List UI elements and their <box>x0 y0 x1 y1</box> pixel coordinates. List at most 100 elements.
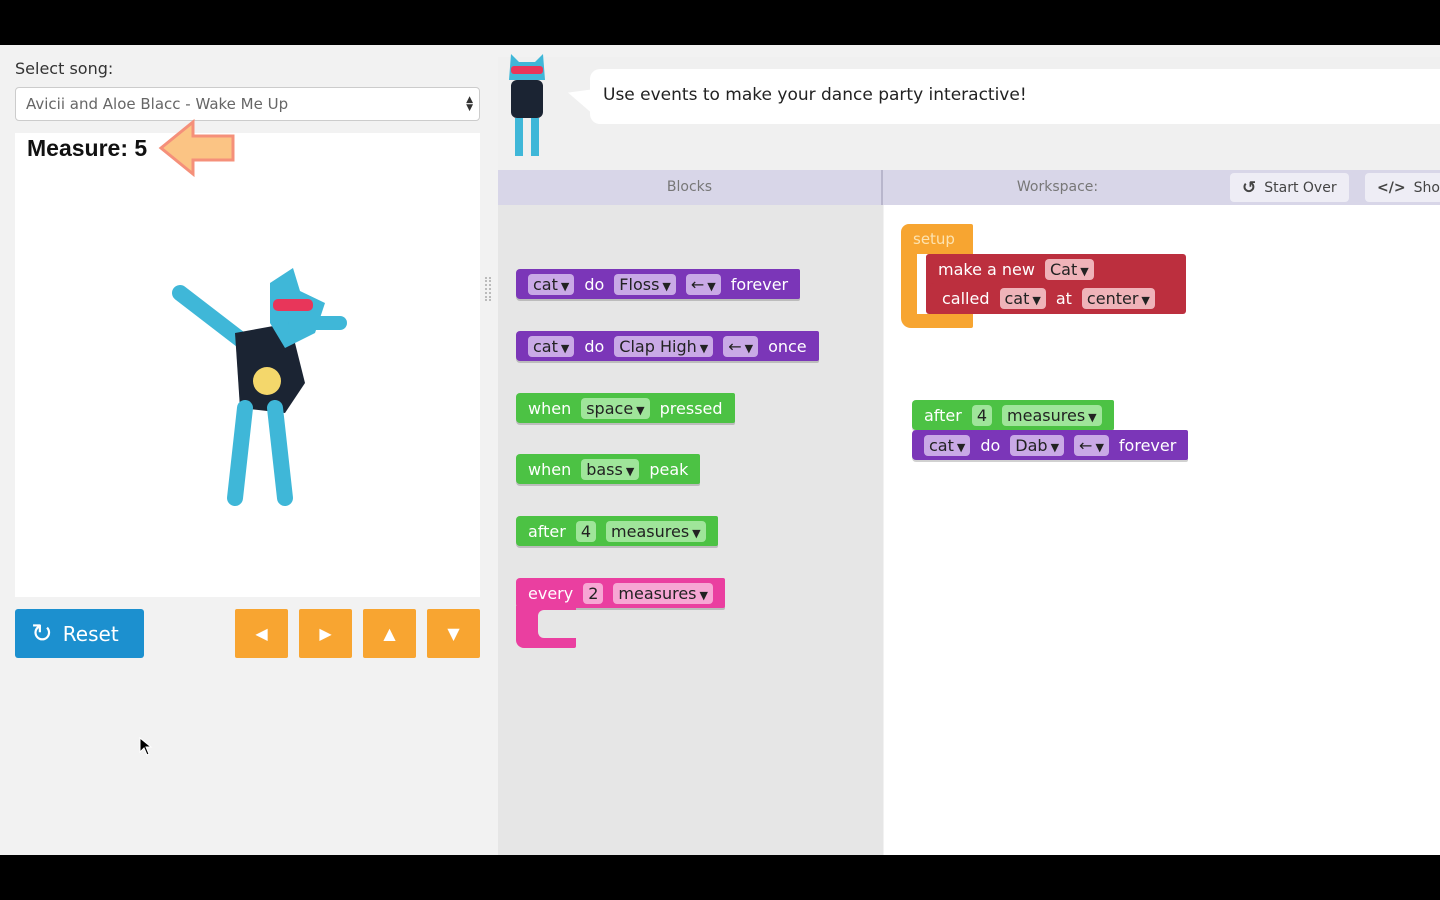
block-text: do <box>980 435 1001 455</box>
dropdown-arrow-icon: ▼ <box>692 526 701 540</box>
dropdown-field[interactable]: space ▼ <box>581 397 650 419</box>
show-code-label: Show <box>1413 179 1440 196</box>
dropdown-field[interactable]: ← ▼ <box>723 335 759 357</box>
number-field[interactable]: 4 <box>575 520 597 542</box>
dropdown-arrow-icon: ▼ <box>560 279 570 293</box>
dropdown-arrow-icon: ▼ <box>699 341 709 355</box>
dropdown-arrow-icon: ▼ <box>560 341 570 355</box>
mouse-cursor-icon <box>139 737 153 756</box>
dropdown-field[interactable]: measures ▼ <box>606 520 706 542</box>
toolbox-block[interactable]: cat ▼ do Floss ▼ ← ▼ forever <box>516 269 801 299</box>
start-over-label: Start Over <box>1264 179 1337 196</box>
measure-counter: Measure: 5 <box>27 135 148 161</box>
song-select-value: Avicii and Aloe Blacc - Wake Me Up <box>26 95 289 113</box>
block-text: at <box>1055 288 1072 308</box>
block-text: when <box>528 398 572 418</box>
dropdown-field[interactable]: Cat ▼ <box>1044 258 1094 280</box>
reset-icon: ↻ <box>31 618 53 649</box>
dropdown-field[interactable]: ← ▼ <box>685 273 721 295</box>
dropdown-arrow-icon: ▼ <box>636 403 645 417</box>
dropdown-arrow-icon: ▼ <box>1080 264 1089 278</box>
dropdown-field[interactable]: center ▼ <box>1081 287 1155 309</box>
toolbox-block[interactable]: when space ▼ pressed <box>516 393 735 423</box>
block-text: make a new <box>938 259 1035 279</box>
block-text: do <box>584 274 605 294</box>
make-new-sprite-block[interactable]: make a new Cat ▼ called cat ▼ at center ▼ <box>926 254 1186 314</box>
undo-icon: ↺ <box>1242 177 1257 198</box>
dropdown-arrow-icon: ▼ <box>625 464 635 478</box>
song-select[interactable]: Avicii and Aloe Blacc - Wake Me Up ▲ ▼ <box>15 87 480 121</box>
dropdown-field[interactable]: Clap High ▼ <box>614 335 714 357</box>
select-arrows-icon: ▲ ▼ <box>466 95 473 113</box>
block-text: after <box>528 521 566 541</box>
dropdown-arrow-icon: ▼ <box>1088 410 1097 424</box>
right-arrow-button[interactable]: ▶ <box>299 609 352 658</box>
reset-button[interactable]: ↻ Reset <box>15 609 144 658</box>
left-arrow-icon: ◀ <box>255 624 268 643</box>
dropdown-field[interactable]: cat ▼ <box>924 434 971 456</box>
up-arrow-icon: ▲ <box>383 624 396 643</box>
start-over-button[interactable]: ↺ Start Over <box>1230 173 1349 202</box>
code-icon: </> <box>1377 179 1406 196</box>
down-arrow-icon: ▼ <box>447 624 460 643</box>
workspace-header: Workspace: <box>1016 179 1099 195</box>
number-field[interactable]: 2 <box>583 582 604 604</box>
dropdown-field[interactable]: measures ▼ <box>1002 404 1102 426</box>
block-text: called <box>942 288 990 308</box>
block-text: peak <box>649 459 689 479</box>
dropdown-field[interactable]: cat ▼ <box>528 273 575 295</box>
dropdown-field[interactable]: ← ▼ <box>1074 434 1109 456</box>
cat-character-avatar <box>509 54 545 156</box>
down-arrow-button[interactable]: ▼ <box>427 609 480 658</box>
after-measures-block[interactable]: after 4 measures ▼ <box>912 400 1114 430</box>
up-arrow-button[interactable]: ▲ <box>363 609 416 658</box>
editor-header: Blocks Workspace: ↺ Start Over </> Show <box>498 170 1440 205</box>
toolbox-block[interactable]: after 4 measures ▼ <box>516 516 718 546</box>
dropdown-field[interactable]: bass ▼ <box>581 458 640 480</box>
dropdown-arrow-icon: ▼ <box>1032 293 1041 307</box>
blocks-toolbox: cat ▼ do Floss ▼ ← ▼ forever cat ▼ do Clap High ▼ ← ▼ o… <box>498 205 883 855</box>
dropdown-arrow-icon: ▼ <box>662 279 671 293</box>
block-text: every <box>528 583 574 603</box>
dropdown-field[interactable]: cat ▼ <box>528 335 575 357</box>
number-field[interactable]: 4 <box>971 404 993 426</box>
reset-label: Reset <box>62 621 119 646</box>
dropdown-arrow-icon: ▼ <box>1095 440 1104 454</box>
toolbox-block[interactable]: every 2 measures ▼ <box>516 578 725 608</box>
dropdown-arrow-icon: ▼ <box>707 279 716 293</box>
block-text: pressed <box>659 398 723 418</box>
dropdown-field[interactable]: Dab ▼ <box>1010 434 1065 456</box>
block-text: forever <box>1118 435 1177 455</box>
dropdown-arrow-icon: ▼ <box>956 440 966 454</box>
block-text: after <box>924 405 962 425</box>
toolbox-block[interactable]: when bass ▼ peak <box>516 454 701 484</box>
left-arrow-button[interactable]: ◀ <box>235 609 288 658</box>
dropdown-arrow-icon: ▼ <box>699 588 708 602</box>
instructions-bubble: Use events to make your dance party inte… <box>590 69 1440 124</box>
dance-stage: Measure: 5 <box>15 118 480 597</box>
dropdown-arrow-icon: ▼ <box>1141 293 1150 307</box>
block-text: when <box>528 459 572 479</box>
show-code-button[interactable]: </> Show <box>1365 173 1440 202</box>
song-label: Select song: <box>15 59 114 78</box>
blocks-header: Blocks <box>498 170 883 205</box>
dropdown-arrow-icon: ▼ <box>1050 440 1060 454</box>
toolbox-block[interactable]: cat ▼ do Clap High ▼ ← ▼ once <box>516 331 819 361</box>
dropdown-field[interactable]: Floss ▼ <box>614 273 676 295</box>
dropdown-arrow-icon: ▼ <box>744 341 754 355</box>
cat-dancer-image <box>172 268 347 506</box>
arrow-pointer-icon <box>158 118 235 178</box>
every-block-mouth <box>516 606 576 648</box>
block-text: once <box>768 336 807 356</box>
dropdown-field[interactable]: measures ▼ <box>613 582 713 604</box>
block-text: do <box>584 336 605 356</box>
dance-party-app: Select song: Avicii and Aloe Blacc - Wak… <box>0 45 1440 855</box>
block-text: forever <box>730 274 789 294</box>
panel-resize-handle[interactable] <box>485 277 491 301</box>
setup-label: setup <box>913 230 955 248</box>
workspace: setup make a new Cat ▼ called cat ▼ at center ▼… <box>884 205 1440 855</box>
right-arrow-icon: ▶ <box>319 624 332 643</box>
instructions-text: Use events to make your dance party inte… <box>603 85 1027 105</box>
dance-move-block[interactable]: cat ▼ do Dab ▼ ← ▼ forever <box>912 430 1189 460</box>
dropdown-field[interactable]: cat ▼ <box>999 287 1046 309</box>
